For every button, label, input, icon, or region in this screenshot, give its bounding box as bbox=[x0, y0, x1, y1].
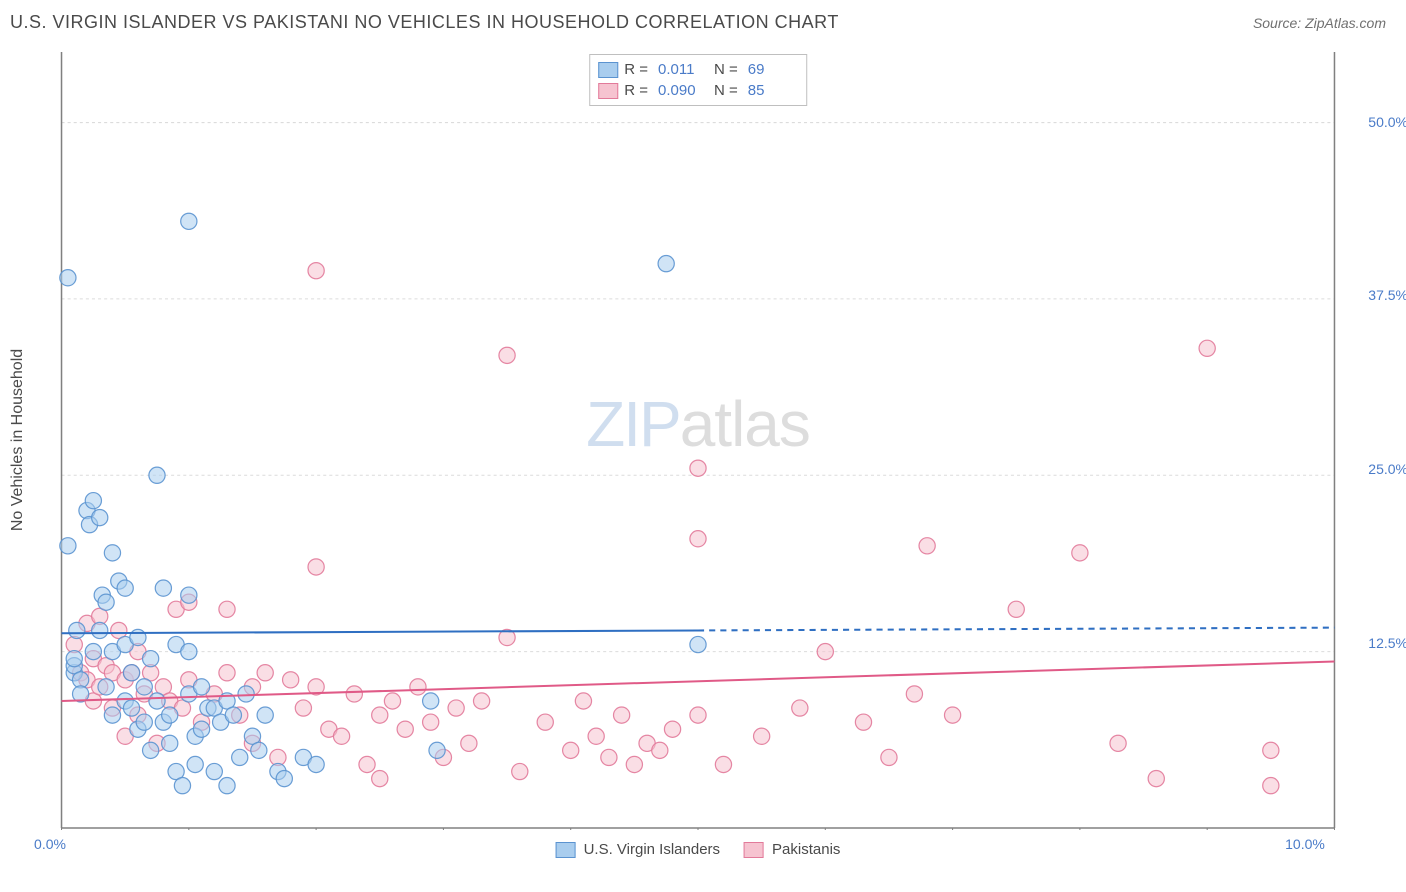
scatter-plot bbox=[48, 50, 1348, 830]
swatch-series-0 bbox=[598, 62, 618, 78]
n-value-0: 69 bbox=[748, 61, 798, 78]
r-value-0: 0.011 bbox=[658, 61, 708, 78]
n-value-1: 85 bbox=[748, 82, 798, 99]
x-tick-label: 0.0% bbox=[34, 836, 66, 852]
chart-title: U.S. VIRGIN ISLANDER VS PAKISTANI NO VEH… bbox=[10, 12, 839, 33]
swatch-series-1 bbox=[598, 83, 618, 99]
swatch-series-0-bottom bbox=[556, 842, 576, 858]
r-label: R = bbox=[624, 61, 648, 78]
legend-item-1: Pakistanis bbox=[744, 841, 840, 858]
n-label: N = bbox=[714, 82, 738, 99]
series-legend: U.S. Virgin Islanders Pakistanis bbox=[556, 841, 841, 858]
correlation-legend-row: R = 0.011 N = 69 bbox=[598, 59, 798, 80]
x-tick-label: 10.0% bbox=[1285, 836, 1325, 852]
y-tick-label: 12.5% bbox=[1368, 635, 1406, 651]
y-axis-label: No Vehicles in Household bbox=[9, 349, 27, 531]
y-tick-label: 25.0% bbox=[1368, 461, 1406, 477]
legend-label-1: Pakistanis bbox=[772, 841, 840, 858]
chart-area: No Vehicles in Household ZIPatlas R = 0.… bbox=[48, 50, 1348, 830]
title-bar: U.S. VIRGIN ISLANDER VS PAKISTANI NO VEH… bbox=[0, 0, 1406, 41]
y-tick-label: 50.0% bbox=[1368, 114, 1406, 130]
correlation-legend-row: R = 0.090 N = 85 bbox=[598, 80, 798, 101]
r-value-1: 0.090 bbox=[658, 82, 708, 99]
r-label: R = bbox=[624, 82, 648, 99]
swatch-series-1-bottom bbox=[744, 842, 764, 858]
legend-item-0: U.S. Virgin Islanders bbox=[556, 841, 720, 858]
legend-label-0: U.S. Virgin Islanders bbox=[584, 841, 720, 858]
n-label: N = bbox=[714, 61, 738, 78]
correlation-legend: R = 0.011 N = 69 R = 0.090 N = 85 bbox=[589, 54, 807, 106]
source-label: Source: ZipAtlas.com bbox=[1253, 15, 1386, 31]
y-tick-label: 37.5% bbox=[1368, 287, 1406, 303]
